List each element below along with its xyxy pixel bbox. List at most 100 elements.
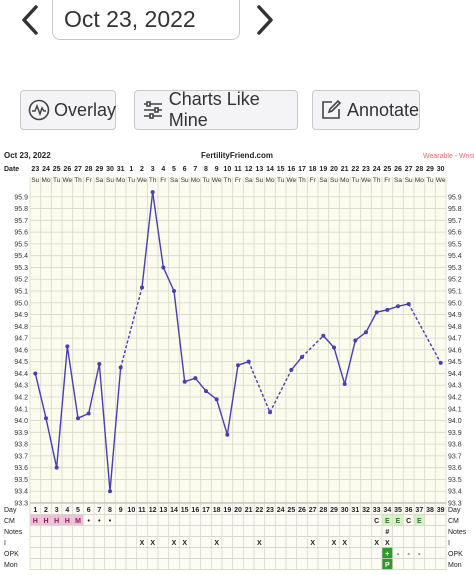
y-tick-right: 94.8 <box>448 324 462 331</box>
weekday-tick: Mo <box>265 177 274 184</box>
intercourse-value: X <box>385 540 390 547</box>
date-tick: 12 <box>245 166 253 173</box>
temperature-segment <box>215 399 229 435</box>
annotate-button[interactable]: Annotate <box>312 90 420 130</box>
weekday-tick: Mo <box>415 177 424 184</box>
weekday-tick: Fr <box>86 177 93 184</box>
weekday-tick: Mo <box>191 177 200 184</box>
temperature-point <box>214 397 219 402</box>
y-tick-left: 94.5 <box>14 359 28 366</box>
prev-date-button[interactable] <box>14 2 44 38</box>
notes-row-bg <box>29 525 447 537</box>
day-value: 7 <box>97 507 101 514</box>
overlay-button[interactable]: Overlay <box>20 90 116 130</box>
day-value: 38 <box>426 507 434 514</box>
date-tick: 16 <box>287 166 295 173</box>
date-tick: 27 <box>405 166 413 173</box>
y-tick-right: 94.2 <box>448 395 462 402</box>
y-tick-right: 95.5 <box>448 241 462 248</box>
day-value: 22 <box>255 507 263 514</box>
temperature-segment <box>354 331 367 342</box>
day-value: 12 <box>149 507 157 514</box>
temperature-point <box>108 489 112 494</box>
intercourse-row-label-right: I <box>448 540 450 547</box>
y-tick-left: 95.1 <box>14 289 28 296</box>
date-tick: 29 <box>426 166 434 173</box>
cm-value: • <box>109 518 112 525</box>
plot-area <box>30 177 446 503</box>
date-picker[interactable]: Oct 23, 2022 <box>52 0 240 40</box>
next-date-button[interactable] <box>251 2 281 38</box>
date-tick: 13 <box>255 166 263 173</box>
temperature-segment <box>333 347 346 385</box>
wave-icon <box>28 98 50 122</box>
date-tick: 24 <box>373 166 381 173</box>
temperature-point <box>204 389 208 394</box>
annotate-label: Annotate <box>346 99 419 120</box>
temperature-segment <box>343 340 357 385</box>
weekday-tick: Su <box>31 177 39 184</box>
day-value: 2 <box>44 507 48 514</box>
y-tick-left: 94.9 <box>14 312 28 319</box>
intercourse-value: X <box>332 540 337 547</box>
y-tick-right: 94.9 <box>448 312 462 319</box>
temperature-point <box>406 301 411 306</box>
cm-value: C <box>406 518 411 525</box>
temperature-segment <box>408 303 442 364</box>
current-date-label: Oct 23, 2022 <box>64 6 196 32</box>
cm-value: H <box>43 518 48 525</box>
weekday-tick: Mo <box>340 177 349 184</box>
weekday-tick: Su <box>405 177 413 184</box>
temperature-point <box>33 371 38 376</box>
temperature-segment <box>248 361 271 413</box>
temperature-point <box>65 344 70 349</box>
temperature-point <box>385 307 390 312</box>
date-tick: 20 <box>330 166 338 173</box>
temperature-point <box>438 360 443 365</box>
date-tick: 14 <box>266 166 274 173</box>
y-tick-left: 93.5 <box>14 477 28 484</box>
day-value: 19 <box>223 507 231 514</box>
y-tick-right: 95.9 <box>448 194 462 201</box>
mon-value: P <box>385 562 390 569</box>
chart-date-label: Oct 23, 2022 <box>4 151 51 160</box>
weekday-tick: Tu <box>202 177 210 184</box>
temperature-segment <box>66 346 79 419</box>
opk-row-label: OPK <box>4 551 19 558</box>
temperature-point <box>86 411 91 416</box>
day-row-label-right: Day <box>448 507 461 514</box>
temperature-segment <box>269 369 292 413</box>
date-tick: 30 <box>106 166 114 173</box>
day-value: 34 <box>383 507 391 514</box>
y-tick-left: 94.2 <box>14 395 28 402</box>
weekday-tick: Tu <box>352 177 360 184</box>
temperature-point <box>246 359 251 364</box>
temperature-point <box>300 354 304 359</box>
y-tick-right: 95.0 <box>448 300 462 307</box>
intercourse-value: X <box>257 540 262 547</box>
weekday-tick: Fr <box>384 177 391 184</box>
weekday-tick: Mo <box>116 177 125 184</box>
y-tick-left: 94.6 <box>14 347 28 354</box>
temperature-point <box>44 416 48 421</box>
y-tick-right: 95.3 <box>448 265 462 272</box>
day-value: 11 <box>138 507 146 514</box>
temperature-point <box>236 363 240 368</box>
temperature-point <box>150 190 155 195</box>
date-tick: 6 <box>183 166 187 173</box>
weekday-tick: Sa <box>319 177 327 184</box>
notes-value: # <box>385 529 389 536</box>
day-value: 33 <box>373 507 381 514</box>
temperature-point <box>161 265 166 270</box>
date-tick: 2 <box>140 166 144 173</box>
date-tick: 19 <box>319 166 327 173</box>
fertility-chart: Oct 23, 2022 FertilityFriend.com Wearable … <box>0 150 474 570</box>
y-tick-right: 95.6 <box>448 230 462 237</box>
y-tick-left: 95.9 <box>14 194 28 201</box>
y-tick-right: 94.0 <box>448 418 462 425</box>
y-tick-left: 95.2 <box>14 277 28 284</box>
date-tick: 24 <box>42 166 50 173</box>
temperature-segment <box>365 311 378 333</box>
charts-like-mine-button[interactable]: Charts Like Mine <box>134 89 298 130</box>
day-value: 3 <box>55 507 59 514</box>
